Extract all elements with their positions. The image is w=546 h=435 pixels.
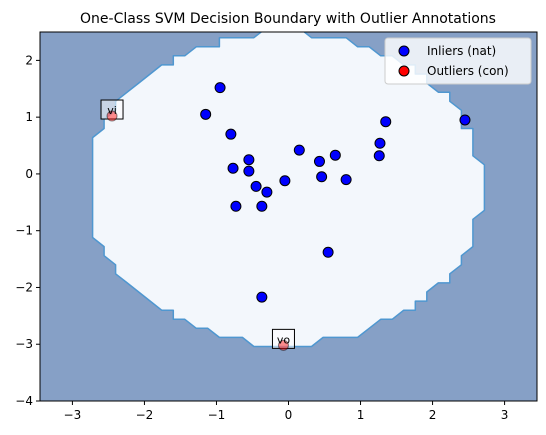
inlier-point [279, 175, 291, 187]
y-tick-label: 1 [25, 110, 33, 124]
y-tick-label: −2 [15, 280, 33, 294]
x-tick-label: 2 [429, 408, 437, 422]
inlier-point [316, 171, 328, 183]
y-tick-label: −1 [15, 224, 33, 238]
inlier-point [380, 116, 392, 128]
inlier-point [200, 108, 212, 120]
annotation-label: vo [277, 333, 291, 346]
inlier-point [243, 154, 255, 166]
legend: Inliers (nat) Outliers (con) [384, 37, 532, 85]
inlier-point [340, 174, 352, 186]
inlier-point [225, 128, 237, 140]
outlier-point [277, 339, 289, 351]
inlier-point [230, 200, 242, 212]
inlier-point [293, 144, 305, 156]
legend-marker [398, 65, 410, 77]
x-tick-label: 3 [501, 408, 509, 422]
y-tick-label: 2 [25, 53, 33, 67]
inlier-point [322, 246, 334, 258]
annotation-box [100, 99, 124, 120]
legend-label: Inliers (nat) [427, 44, 496, 58]
plot-area: vi vo [40, 32, 537, 401]
inlier-point [250, 180, 262, 192]
inlier-point [256, 291, 268, 303]
annotation-box [271, 328, 295, 349]
chart-title: One-Class SVM Decision Boundary with Out… [80, 11, 496, 27]
inlier-point [373, 150, 385, 162]
inlier-point [261, 186, 273, 198]
axes: −3 −2 −1 0 1 2 3 −4 −3 −2 −1 0 1 2 [15, 31, 538, 422]
inlier-point [459, 114, 471, 126]
annotation-label: vi [107, 104, 117, 117]
y-tick-label: −3 [15, 337, 33, 351]
inlier-point [313, 155, 325, 167]
x-tick-label: −1 [208, 408, 226, 422]
y-tick-label: 0 [25, 167, 33, 181]
plot-content: vi vo [40, 32, 537, 401]
inlier-point [329, 149, 341, 161]
x-tick-label: −2 [136, 408, 154, 422]
legend-label: Outliers (con) [427, 64, 509, 78]
legend-box [384, 37, 532, 85]
x-tick-label: −3 [64, 408, 82, 422]
inlier-point [256, 200, 268, 212]
x-tick-label: 0 [285, 408, 293, 422]
y-tick-label: −4 [15, 394, 33, 408]
inlier-point [374, 137, 386, 149]
inlier-point [243, 165, 255, 177]
inlier-point [227, 162, 239, 174]
x-tick-label: 1 [357, 408, 365, 422]
legend-marker [398, 45, 410, 57]
inlier-point [214, 82, 226, 94]
outlier-point [106, 110, 118, 122]
